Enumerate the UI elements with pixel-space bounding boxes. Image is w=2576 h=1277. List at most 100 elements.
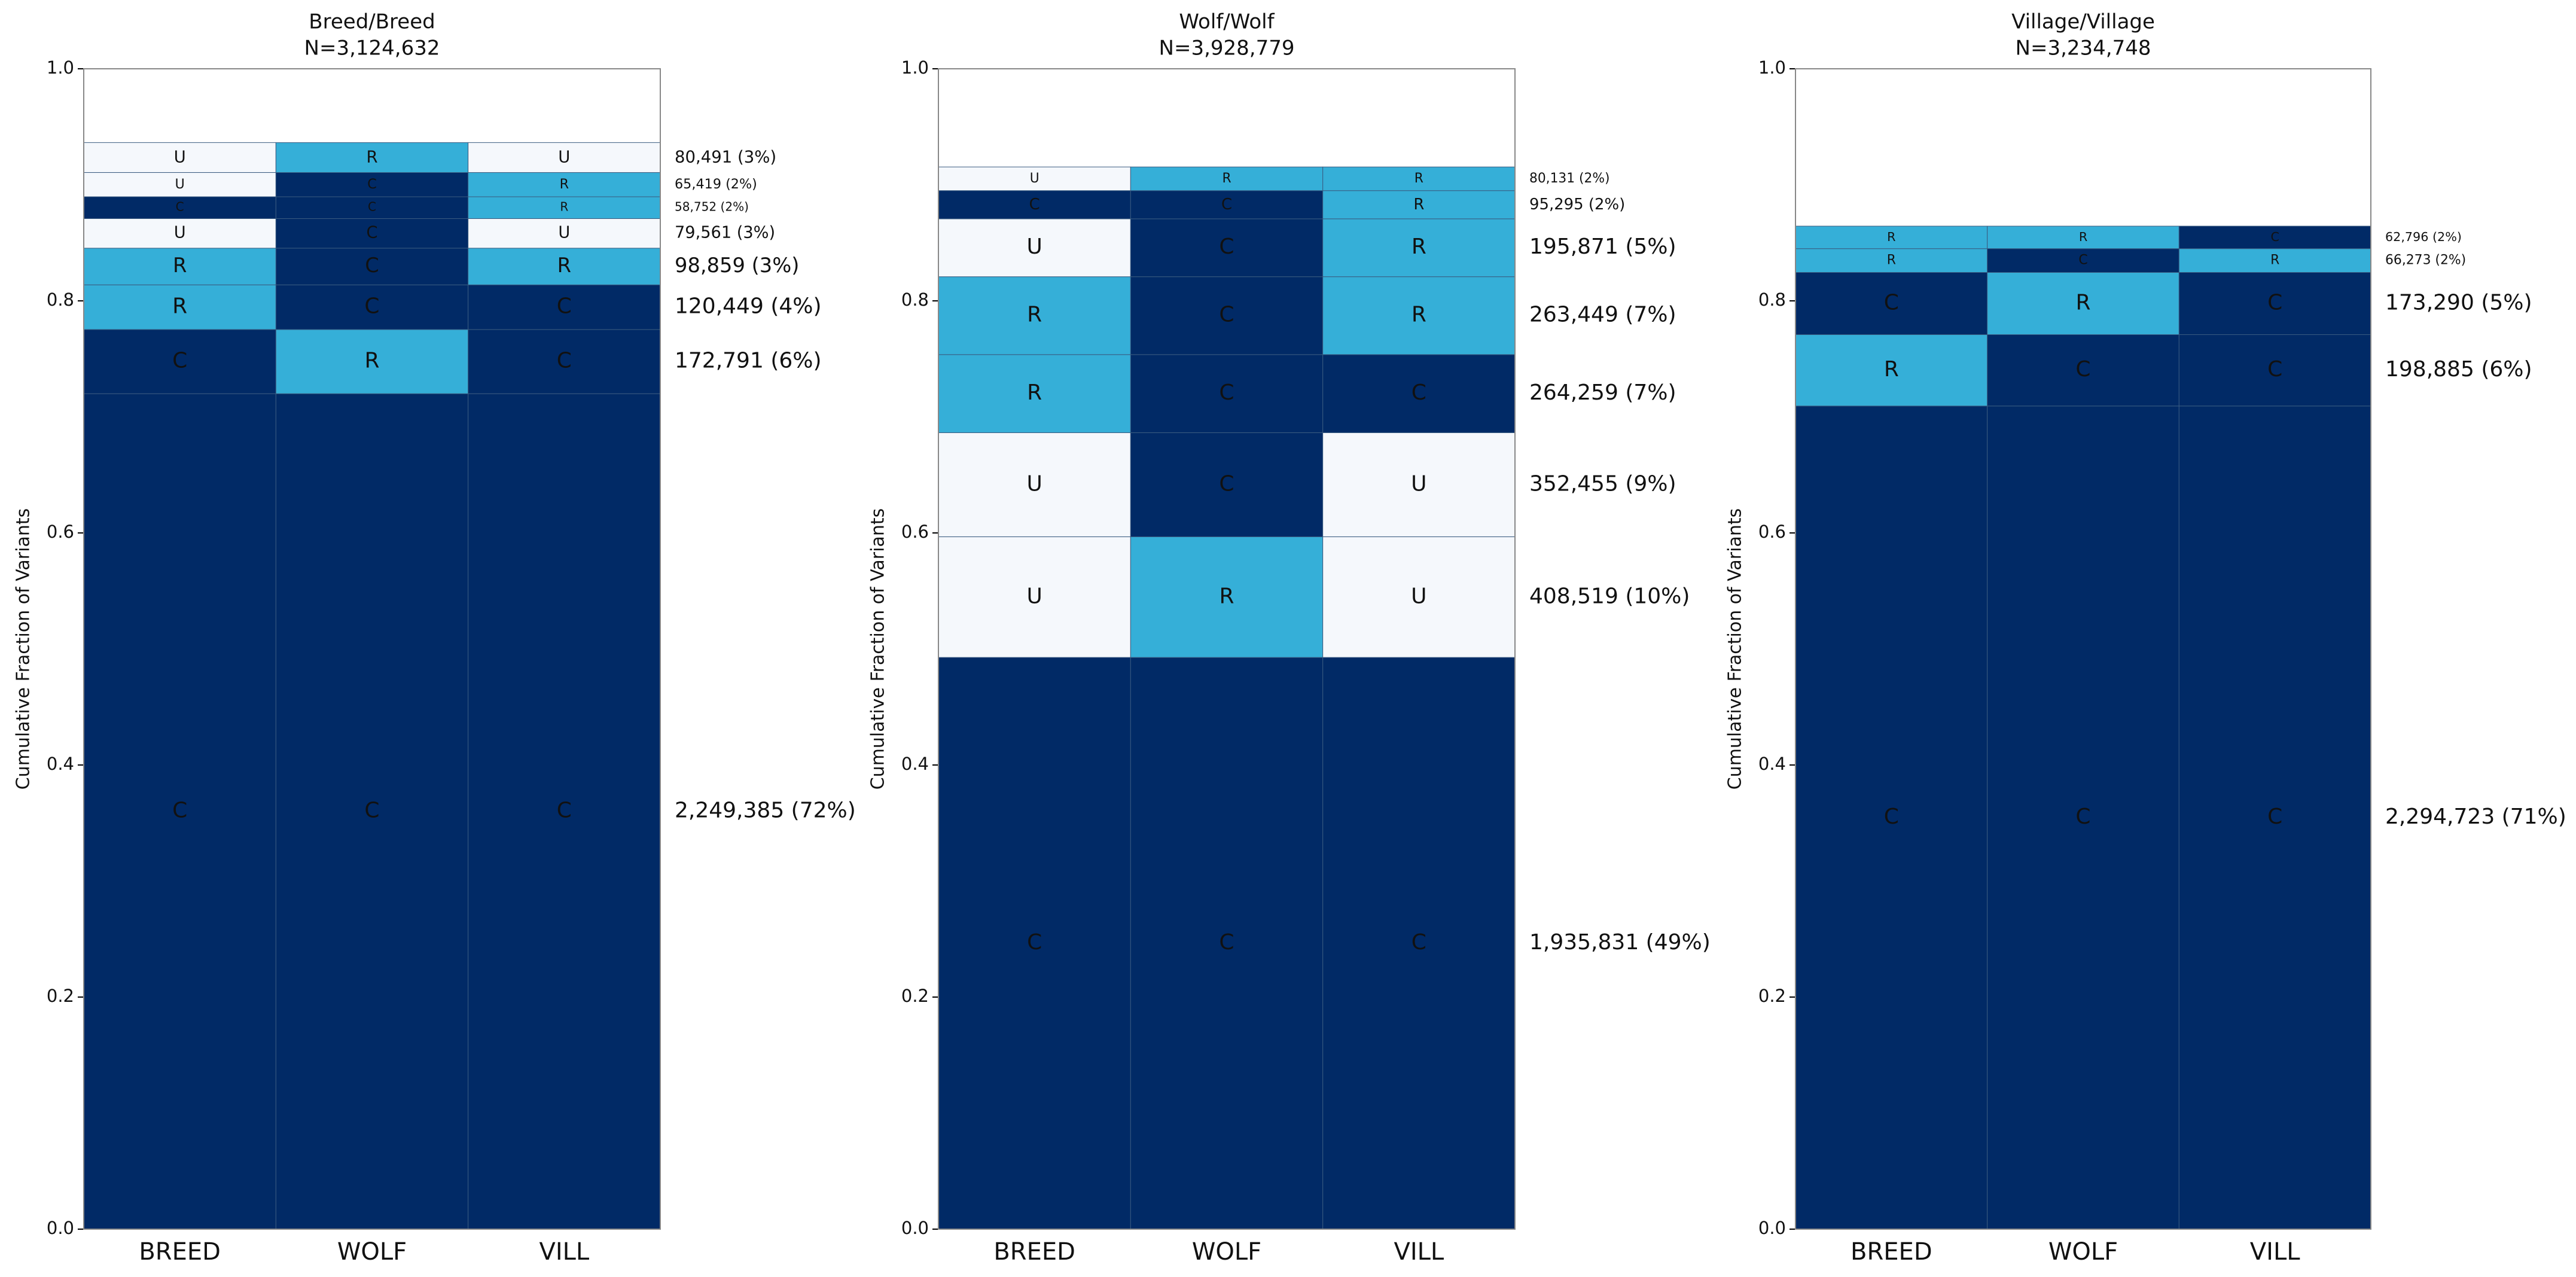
chart-title: Wolf/Wolf xyxy=(1179,10,1275,34)
segment xyxy=(1795,248,1988,273)
chart-title: Village/Village xyxy=(2011,10,2155,34)
segment xyxy=(1795,406,1988,1230)
value-label: 80,491 (3%) xyxy=(675,147,776,166)
x-tick-label: BREED xyxy=(139,1238,221,1266)
plot-frame xyxy=(83,68,661,1230)
segment xyxy=(2178,248,2371,273)
cell-label: C xyxy=(557,294,572,319)
y-axis-label: Cumulative Fraction of Variants xyxy=(1725,508,1746,790)
cell-label: C xyxy=(1219,303,1234,327)
y-tick-label: 0.2 xyxy=(1758,986,1786,1006)
cell-label: C xyxy=(1219,471,1234,496)
value-label: 65,419 (2%) xyxy=(675,176,757,192)
segment xyxy=(468,329,661,394)
y-tick-label: 0.4 xyxy=(901,754,929,774)
cell-label: R xyxy=(557,254,571,277)
cell-label: C xyxy=(1219,930,1234,955)
cell-label: R xyxy=(1884,357,1899,382)
x-tick-label: WOLF xyxy=(337,1238,407,1266)
x-tick-label: WOLF xyxy=(2048,1238,2118,1266)
y-tick-label: 0.2 xyxy=(901,986,929,1006)
cell-label: C xyxy=(557,798,572,823)
cell-label: R xyxy=(560,176,569,192)
y-tick-label: 1.0 xyxy=(1758,57,1786,78)
chart-subtitle: N=3,124,632 xyxy=(304,36,440,60)
y-tick-label: 0.0 xyxy=(47,1218,74,1238)
segment xyxy=(1322,166,1516,191)
cell-label: R xyxy=(1414,171,1423,186)
y-axis-label: Cumulative Fraction of Variants xyxy=(868,508,889,790)
cell-label: C xyxy=(2075,357,2090,382)
cell-label: R xyxy=(1219,584,1234,608)
cell-label: C xyxy=(1219,380,1234,405)
segment xyxy=(938,190,1131,220)
chart-title: Breed/Breed xyxy=(309,10,435,34)
cell-label: U xyxy=(558,224,570,242)
cell-label: U xyxy=(174,147,186,166)
cell-label: U xyxy=(558,147,570,166)
cell-label: U xyxy=(1026,471,1042,496)
y-axis-label: Cumulative Fraction of Variants xyxy=(13,508,34,790)
segment xyxy=(1322,657,1516,1230)
segment xyxy=(275,172,469,197)
x-tick-label: VILL xyxy=(2250,1238,2300,1266)
cell-label: C xyxy=(1884,290,1899,315)
cell-label: R xyxy=(1222,171,1231,186)
cell-label: C xyxy=(2078,253,2087,268)
value-label: 172,791 (6%) xyxy=(675,349,822,373)
cell-label: R xyxy=(560,200,568,214)
segment xyxy=(275,393,469,1230)
y-tick-label: 0.6 xyxy=(47,522,74,542)
cell-label: R xyxy=(1887,230,1895,244)
segment xyxy=(2178,225,2371,249)
segment xyxy=(83,218,276,249)
value-label: 195,871 (5%) xyxy=(1529,234,1676,259)
y-tick-label: 0.6 xyxy=(901,522,929,542)
segment xyxy=(83,284,276,330)
cell-label: C xyxy=(2075,804,2090,829)
plot-frame xyxy=(1795,68,2371,1230)
cell-label: C xyxy=(1219,234,1234,259)
value-label: 1,935,831 (49%) xyxy=(1529,930,1711,955)
segment xyxy=(1987,334,2179,407)
x-tick-label: BREED xyxy=(993,1238,1075,1266)
cell-label: C xyxy=(365,254,379,277)
value-label: 264,259 (7%) xyxy=(1529,380,1676,405)
cell-label: C xyxy=(1412,930,1426,955)
value-label: 80,131 (2%) xyxy=(1529,171,1610,186)
segment xyxy=(2178,406,2371,1230)
cell-label: R xyxy=(1412,303,1426,327)
segment xyxy=(938,276,1131,355)
x-tick-label: WOLF xyxy=(1192,1238,1261,1266)
segment xyxy=(1795,272,1988,335)
cell-label: C xyxy=(367,224,378,242)
cell-label: C xyxy=(2270,230,2279,244)
segment xyxy=(1322,536,1516,658)
segment xyxy=(468,248,661,285)
cell-label: U xyxy=(1030,171,1039,186)
segment xyxy=(1130,166,1324,191)
segment xyxy=(1322,190,1516,220)
cell-label: C xyxy=(364,294,379,319)
value-label: 66,273 (2%) xyxy=(2385,253,2466,268)
cell-label: R xyxy=(366,147,377,166)
segment xyxy=(275,142,469,173)
segment xyxy=(468,218,661,249)
segment xyxy=(1130,276,1324,355)
segment xyxy=(938,218,1131,278)
cell-label: R xyxy=(2270,253,2279,268)
segment xyxy=(83,248,276,285)
chart-subtitle: N=3,928,779 xyxy=(1159,36,1295,60)
y-tick-label: 0.0 xyxy=(1758,1218,1786,1238)
value-label: 198,885 (6%) xyxy=(2385,357,2532,382)
segment xyxy=(938,657,1131,1230)
cell-label: C xyxy=(172,798,187,823)
segment xyxy=(468,284,661,330)
cell-label: C xyxy=(1027,930,1042,955)
segment xyxy=(275,329,469,394)
value-label: 408,519 (10%) xyxy=(1529,584,1690,608)
segment xyxy=(275,284,469,330)
cell-label: U xyxy=(1411,584,1426,608)
x-tick-label: BREED xyxy=(1851,1238,1932,1266)
segment xyxy=(1795,334,1988,407)
